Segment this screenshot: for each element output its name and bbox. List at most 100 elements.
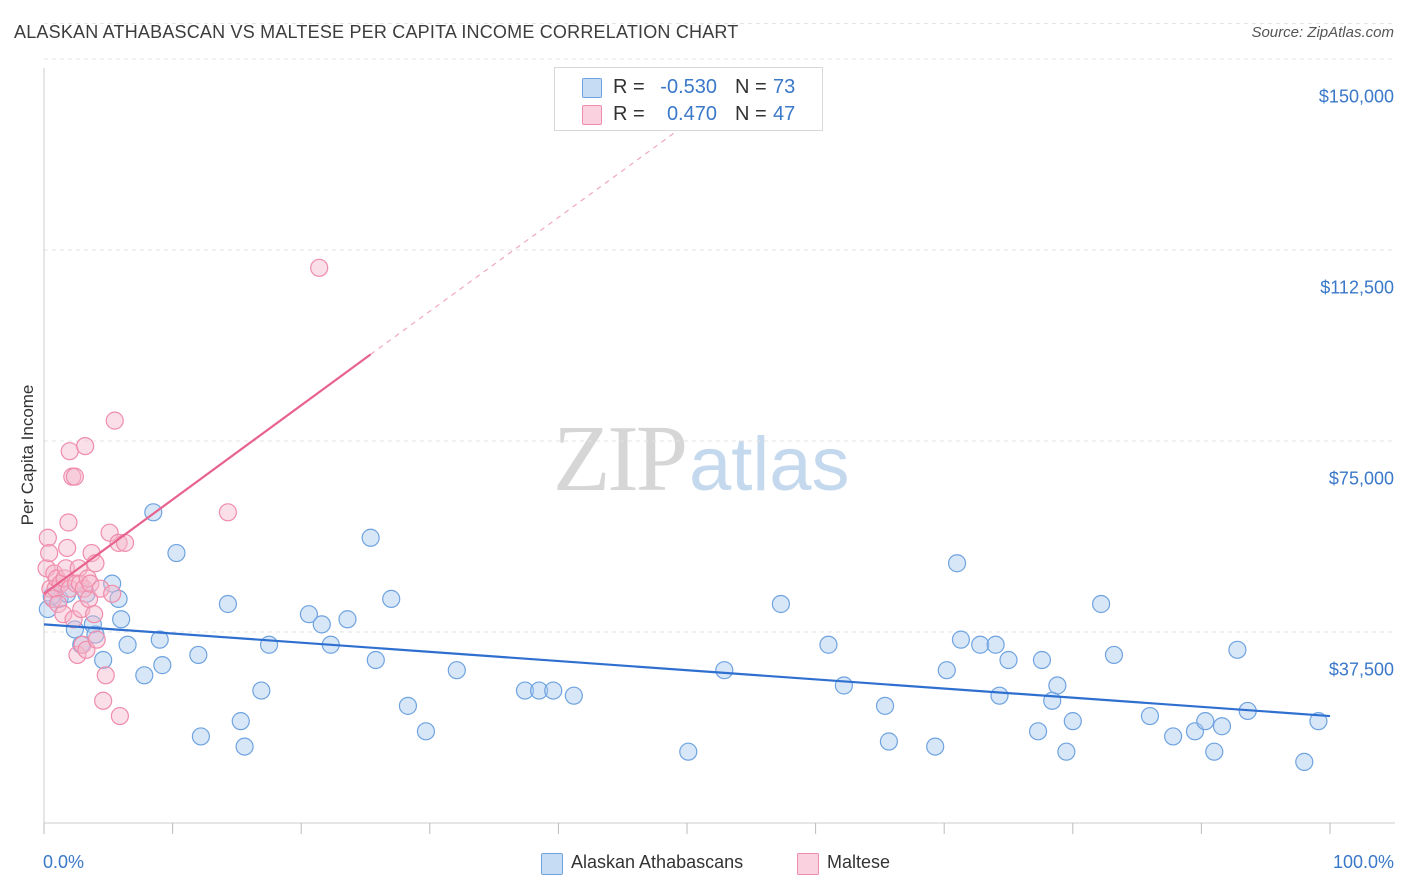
athabascan-point (189, 645, 208, 665)
maltese-point (54, 605, 73, 624)
maltese-point (81, 574, 100, 593)
maltese-point (96, 666, 115, 685)
maltese-point (87, 630, 106, 649)
athabascan-point (153, 656, 172, 675)
athabascan-trend-line (43, 623, 1331, 718)
athabascan-point (1104, 645, 1124, 665)
athabascan-point (259, 635, 279, 654)
athabascan-point (947, 554, 967, 573)
maltese-swatch (582, 105, 602, 125)
athabascan-point (135, 666, 154, 685)
athabascan-point (986, 635, 1005, 654)
athabascan-point (235, 737, 254, 756)
legend-label: Maltese (827, 852, 891, 872)
maltese-point (78, 569, 97, 588)
athabascan-point (1295, 752, 1314, 771)
maltese-point (103, 584, 122, 603)
maltese-point (91, 579, 110, 598)
r-label: R = (613, 76, 645, 98)
maltese-point (58, 538, 77, 558)
athabascan-point (361, 528, 380, 547)
athabascan-point (715, 661, 734, 680)
maltese-point (310, 258, 329, 277)
athabascan-point (191, 727, 210, 746)
maltese-point (59, 513, 78, 532)
athabascan-point (1212, 717, 1232, 736)
athabascan-point (1032, 650, 1052, 670)
maltese-point (49, 594, 68, 614)
y-axis-label: Per Capita Income (18, 384, 37, 526)
r-label: R = (613, 103, 645, 125)
athabascan-point (1164, 727, 1183, 746)
legend-swatch-athabascans (541, 853, 563, 875)
athabascan-point (1228, 640, 1247, 659)
athabascan-point (1028, 722, 1048, 741)
maltese-point (110, 706, 129, 726)
legend-label: Alaskan Athabascans (571, 852, 744, 872)
athabascan-point (937, 661, 956, 680)
athabascan-point (118, 635, 137, 654)
athabascan-point (312, 615, 331, 634)
athabascan-point (771, 594, 790, 614)
athabascan-point (951, 630, 971, 649)
y-tick-label: $37,500 (1328, 659, 1394, 680)
source-label: Source: ZipAtlas.com (1251, 24, 1394, 41)
athabascan-point (447, 661, 466, 680)
maltese-trend-line (43, 353, 372, 595)
maltese-point (218, 503, 237, 522)
athabascan-point (398, 696, 418, 715)
athabascan-point (94, 650, 113, 670)
athabascan-point (971, 635, 990, 654)
athabascan-point (1196, 712, 1215, 731)
athabascan-point (252, 681, 271, 700)
y-tick-label: $112,500 (1320, 277, 1394, 298)
n-label: N = (735, 103, 767, 125)
maltese-point (76, 436, 95, 456)
athabascan-point (103, 574, 122, 593)
athabascan-point (1048, 676, 1067, 695)
maltese-point (85, 605, 104, 624)
athabascan-point (679, 742, 698, 761)
maltese-point (40, 543, 59, 563)
athabascan-point (1057, 742, 1076, 761)
athabascan-point (544, 681, 563, 700)
athabascan-point (338, 610, 357, 629)
athabascan-point (366, 650, 385, 670)
athabascan-point (167, 543, 186, 563)
x-tick-label-min: 0.0% (43, 852, 85, 872)
athabascan-point (218, 594, 237, 614)
athabascan-point (1205, 742, 1224, 761)
maltese-point (65, 467, 84, 486)
athabascan-point (564, 686, 583, 705)
maltese-point (115, 533, 135, 552)
maltese-trend-extension (370, 104, 714, 355)
n-value: 47 (773, 103, 796, 125)
maltese-point (94, 691, 113, 710)
athabascan-point (382, 589, 401, 608)
athabascans-swatch (582, 78, 602, 98)
athabascan-point (819, 635, 838, 654)
athabascan-point (58, 584, 77, 603)
athabascan-point (1140, 706, 1160, 726)
maltese-point (60, 442, 79, 461)
chart-title: ALASKAN ATHABASCAN VS MALTESE PER CAPITA… (14, 22, 739, 42)
athabascan-point (926, 737, 945, 756)
maltese-point (68, 645, 87, 665)
n-label: N = (735, 76, 767, 98)
athabascan-point (999, 650, 1018, 670)
n-value: 73 (773, 76, 796, 98)
athabascan-point (231, 712, 250, 731)
athabascan-point (1309, 712, 1328, 731)
athabascan-point (834, 676, 853, 695)
maltese-point (64, 610, 83, 629)
maltese-point (109, 533, 128, 552)
x-tick-label-max: 100.0% (1332, 852, 1394, 872)
athabascan-point (530, 681, 549, 700)
athabascan-point (990, 686, 1009, 705)
maltese-point (38, 528, 57, 547)
y-tick-label: $150,000 (1318, 86, 1394, 107)
maltese-point (45, 564, 64, 583)
athabascan-point (875, 696, 895, 715)
athabascan-point (299, 605, 319, 624)
